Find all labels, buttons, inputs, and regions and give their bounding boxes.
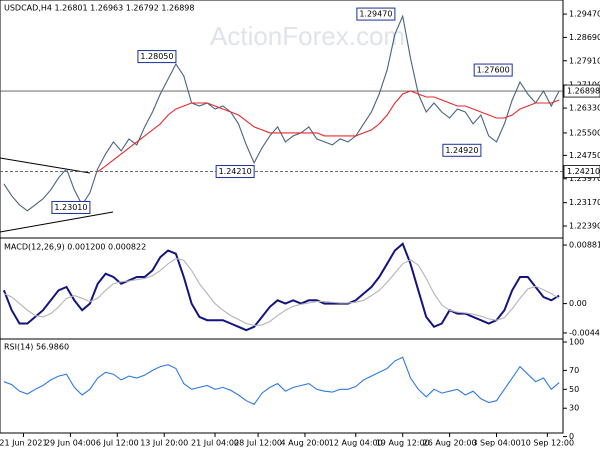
series-line (97, 90, 560, 173)
level-label: 1.26898 (567, 87, 600, 96)
pane-title: USDCAD,H4 1.26801 1.26963 1.26792 1.2689… (4, 4, 194, 13)
annotation-box (51, 200, 91, 214)
annotation-box (442, 143, 482, 157)
x-tick-label: 26 Aug 20:00 (423, 439, 477, 448)
annotation-label: 1.29470 (359, 10, 392, 19)
series-line (3, 257, 560, 327)
pane-title: MACD(12,26,9) 0.001200 0.000822 (4, 243, 146, 252)
watermark: ActionForex.com (210, 21, 405, 51)
y-tick-label: 30 (569, 404, 579, 413)
y-tick-label: 0 (569, 432, 574, 441)
level-label: 1.24210 (567, 167, 600, 176)
trend-line (0, 157, 91, 174)
y-tick-label: 0.008816 (569, 241, 600, 250)
y-tick-label: 1.28690 (569, 33, 600, 42)
trend-line (0, 211, 114, 233)
x-tick-label: 21 Jul 04:00 (191, 439, 239, 448)
y-tick-label: 70 (569, 366, 579, 375)
level-box (563, 84, 600, 98)
annotation-label: 1.28050 (140, 52, 173, 61)
y-tick-label: 50 (569, 385, 579, 394)
plot-frame (0, 0, 564, 434)
y-tick-label: 1.22390 (569, 222, 600, 231)
y-tick-label: 1.26330 (569, 104, 600, 113)
x-tick-label: 21 Jun 2021 (0, 439, 48, 448)
x-tick-label: 10 Sep 12:00 (521, 439, 574, 448)
annotation-label: 1.23010 (54, 203, 87, 212)
y-tick-label: 0.00 (569, 299, 587, 308)
annotation-label: 1.24920 (445, 146, 478, 155)
y-tick-label: -0.004416 (569, 328, 600, 337)
y-tick-label: 1.29470 (569, 10, 600, 19)
annotation-box (137, 50, 177, 64)
x-tick-label: 6 Jul 12:00 (96, 439, 139, 448)
annotation-box (215, 165, 255, 179)
annotation-label: 1.24210 (219, 167, 252, 176)
x-tick-label: 29 Jun 04:00 (45, 439, 96, 448)
x-tick-label: 13 Jul 20:00 (140, 439, 188, 448)
annotation-box (356, 7, 396, 21)
series-line (3, 356, 560, 406)
series-line (2, 242, 560, 332)
y-tick-label: 1.27910 (569, 56, 600, 65)
pane-title: RSI(14) 56.9860 (4, 343, 69, 352)
series-line (3, 14, 560, 212)
y-tick-label: 1.23170 (569, 198, 600, 207)
y-tick-label: 1.25500 (569, 128, 600, 137)
x-tick-label: 28 Jul 12:00 (234, 439, 282, 448)
annotation-box (473, 63, 513, 77)
x-tick-label: 4 Aug 20:00 (281, 439, 330, 448)
level-box (563, 165, 600, 178)
x-tick-label: 3 Sep 04:00 (472, 439, 520, 448)
y-tick-label: 1.23970 (569, 174, 600, 183)
x-tick-label: 12 Aug 04:00 (329, 439, 383, 448)
x-tick-label: 19 Aug 12:00 (376, 439, 430, 448)
annotation-label: 1.27600 (477, 66, 510, 75)
y-tick-label: 100 (569, 338, 584, 347)
y-tick-label: 1.24750 (569, 151, 600, 160)
